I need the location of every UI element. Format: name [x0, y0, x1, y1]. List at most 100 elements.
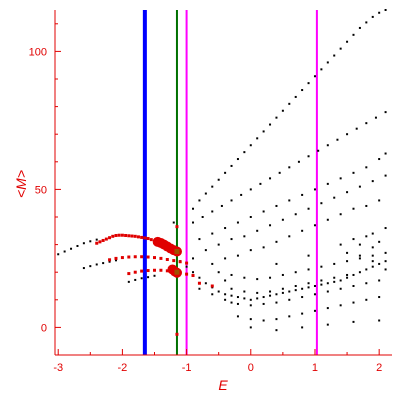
point-s1-139: [326, 282, 329, 285]
point-s1-28: [249, 144, 252, 147]
point-s1-130: [269, 294, 272, 297]
point-s2-37: [178, 260, 182, 264]
point-s2-3: [101, 238, 105, 242]
point-s1-12: [108, 260, 111, 263]
point-s1-32: [275, 116, 278, 119]
point-s2-2: [98, 240, 102, 244]
point-s1-66: [346, 133, 349, 136]
point-s1-178: [256, 278, 259, 281]
point-s1-145: [365, 268, 368, 271]
point-s1-171: [307, 282, 310, 285]
point-s1-38: [313, 75, 316, 78]
point-s2-35: [165, 258, 169, 262]
point-s1-160: [326, 290, 329, 293]
point-s2-14: [136, 235, 140, 239]
point-s1-87: [204, 249, 207, 252]
point-s1-206: [378, 319, 381, 322]
point-s1-33: [281, 109, 284, 112]
point-s2-53: [210, 284, 214, 288]
point-s1-143: [352, 273, 355, 276]
point-s1-153: [236, 302, 239, 305]
point-s1-97: [333, 196, 336, 199]
point-s1-216: [365, 235, 368, 238]
point-s1-92: [269, 224, 272, 227]
point-s1-26: [236, 158, 239, 161]
x-tick-label-1: -3: [53, 362, 63, 374]
point-s1-61: [297, 160, 300, 163]
point-s1-123: [224, 293, 227, 296]
point-s1-16: [140, 277, 143, 280]
point-s1-200: [378, 296, 381, 299]
point-s1-157: [288, 298, 291, 301]
point-s2-12: [130, 234, 134, 238]
point-s1-27: [243, 151, 246, 154]
point-s1-124: [230, 294, 233, 297]
y-tick-label-3: 100: [29, 46, 47, 58]
point-s1-80: [313, 188, 316, 191]
point-s1-156: [275, 301, 278, 304]
point-s1-140: [333, 280, 336, 283]
point-s1-46: [365, 21, 368, 24]
point-s1-170: [294, 285, 297, 287]
point-s1-110: [313, 224, 316, 227]
point-s1-64: [326, 144, 329, 147]
point-s1-220: [346, 251, 349, 254]
point-s1-63: [317, 149, 320, 152]
point-s2-13: [133, 234, 137, 238]
point-s1-5: [82, 242, 85, 245]
point-s1-191: [262, 319, 265, 322]
point-s1-71: [198, 238, 201, 241]
point-s2-9: [120, 233, 124, 237]
point-s1-113: [352, 207, 355, 210]
point-s1-183: [320, 265, 323, 268]
point-s1-165: [230, 287, 233, 290]
point-s1-40: [326, 61, 329, 64]
point-s1-47: [371, 15, 374, 18]
point-s1-195: [313, 309, 316, 312]
point-s1-107: [275, 240, 278, 243]
point-s1-51: [201, 216, 204, 218]
point-s1-70: [384, 111, 387, 114]
point-s4-2: [174, 269, 180, 275]
point-s2-49: [191, 274, 195, 278]
point-s1-122: [217, 290, 220, 293]
point-s1-201: [249, 326, 252, 329]
point-s1-41: [333, 54, 336, 57]
point-s1-221: [358, 254, 361, 257]
point-s1-73: [224, 227, 227, 230]
point-s1-90: [243, 235, 246, 238]
point-s1-69: [374, 116, 377, 119]
point-s1-24: [224, 171, 227, 174]
point-s1-102: [211, 262, 214, 265]
point-s1-215: [358, 243, 361, 246]
point-s1-115: [378, 199, 381, 202]
point-s1-210: [275, 262, 278, 265]
point-s1-129: [262, 296, 265, 299]
point-s1-120: [204, 282, 207, 285]
point-s1-144: [358, 271, 361, 274]
point-s1-83: [352, 171, 355, 174]
point-s1-198: [352, 301, 355, 304]
point-s1-219: [384, 227, 387, 230]
point-s1-25: [230, 164, 233, 167]
point-s1-186: [358, 257, 361, 260]
point-s1-103: [224, 257, 227, 260]
point-s2-4: [104, 237, 108, 241]
x-tick-label-4: 0: [248, 362, 254, 374]
point-s1-138: [320, 283, 323, 286]
point-s2-50: [175, 225, 179, 229]
point-s1-190: [249, 318, 252, 321]
point-s1-212: [339, 243, 342, 246]
point-s2-52: [197, 281, 201, 285]
point-s2-15: [140, 235, 144, 239]
point-s2-5: [108, 236, 112, 240]
point-s1-8: [82, 267, 85, 270]
point-s1-3: [70, 247, 73, 250]
point-s1-205: [352, 320, 355, 323]
point-s2-43: [152, 268, 156, 272]
point-s1-146: [371, 265, 374, 268]
point-s1-88: [217, 243, 220, 246]
x-tick-label-2: -2: [118, 362, 128, 374]
point-s4-1: [174, 249, 180, 254]
